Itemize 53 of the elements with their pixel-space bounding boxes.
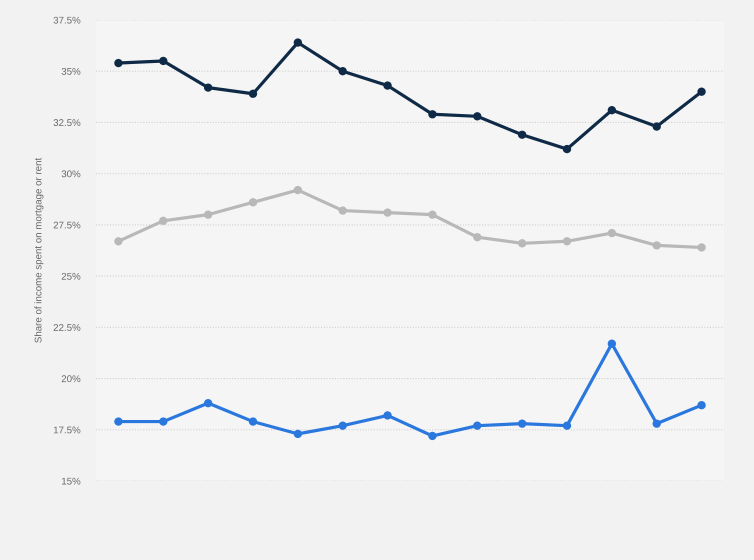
point [338, 206, 347, 215]
y-tick-label: 35% [62, 68, 80, 75]
point [248, 198, 258, 207]
point [428, 432, 437, 440]
point [608, 228, 616, 238]
point [294, 430, 302, 438]
point [473, 422, 482, 430]
y-tick-label: 15% [62, 478, 80, 485]
point [159, 417, 168, 426]
point [652, 122, 661, 131]
y-tick-label: 17.5% [54, 426, 80, 434]
point [338, 67, 347, 76]
y-axis-title: Share of income spent on mortgage or rent [34, 158, 44, 343]
point [248, 90, 258, 98]
point [338, 422, 347, 430]
point [473, 233, 482, 242]
point [204, 210, 212, 219]
point [697, 401, 706, 410]
point [428, 210, 437, 219]
point [697, 88, 706, 96]
point [383, 81, 392, 90]
point [294, 186, 302, 194]
point [114, 237, 123, 246]
point [608, 340, 616, 348]
point [518, 419, 526, 428]
point [518, 239, 526, 248]
point [562, 144, 572, 154]
point [114, 417, 123, 426]
y-tick-label: 20% [62, 375, 80, 382]
point [383, 411, 392, 420]
point [652, 419, 661, 428]
y-tick-label: 30% [62, 170, 80, 178]
point [562, 422, 572, 430]
point [248, 417, 258, 426]
point [114, 58, 123, 68]
point [383, 208, 392, 217]
point [159, 216, 168, 225]
point [204, 83, 212, 92]
y-tick-label: 27.5% [54, 222, 80, 229]
point [428, 110, 437, 118]
point [697, 243, 706, 252]
point [652, 241, 661, 250]
point [159, 56, 168, 66]
y-tick-label: 37.5% [54, 16, 80, 24]
y-tick-label: 32.5% [54, 119, 80, 126]
point [204, 398, 212, 408]
y-tick-label: 22.5% [54, 324, 80, 331]
point [608, 106, 616, 114]
y-tick-label: 25% [62, 272, 80, 280]
point [518, 130, 526, 139]
point [294, 38, 302, 47]
point [473, 112, 482, 120]
point [562, 237, 572, 246]
